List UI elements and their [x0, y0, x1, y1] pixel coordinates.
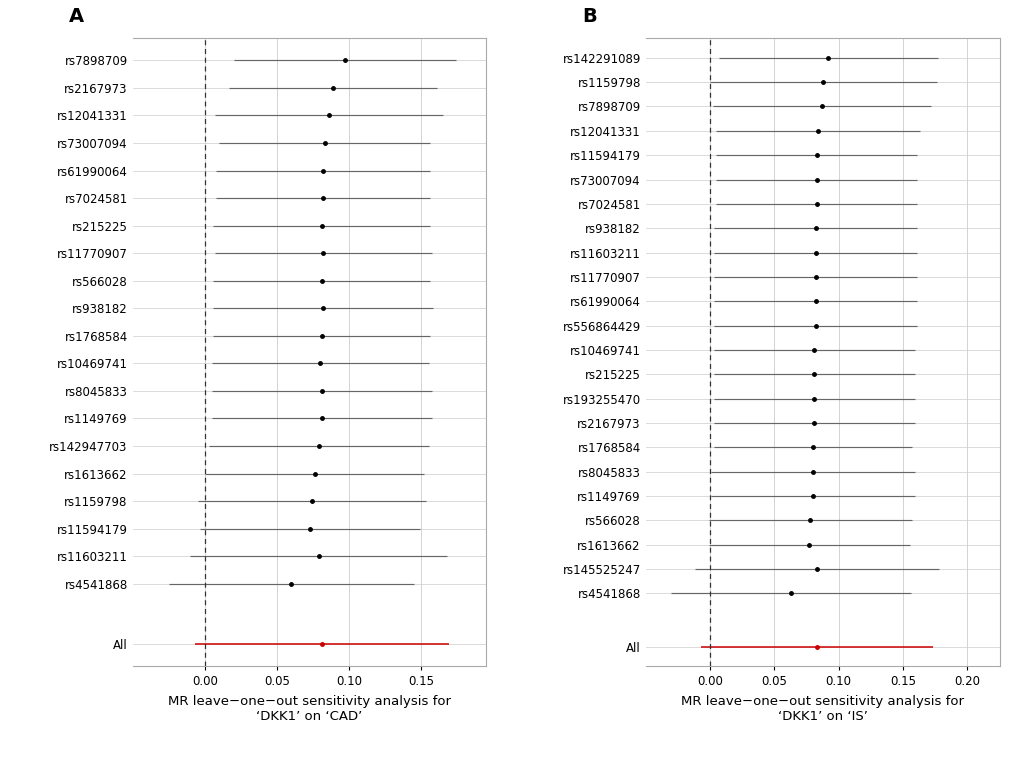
X-axis label: MR leave−one−out sensitivity analysis for
‘DKK1’ on ‘IS’: MR leave−one−out sensitivity analysis fo… [681, 696, 963, 723]
X-axis label: MR leave−one−out sensitivity analysis for
‘DKK1’ on ‘CAD’: MR leave−one−out sensitivity analysis fo… [168, 696, 450, 723]
Text: A: A [69, 7, 84, 26]
Text: B: B [582, 7, 596, 26]
